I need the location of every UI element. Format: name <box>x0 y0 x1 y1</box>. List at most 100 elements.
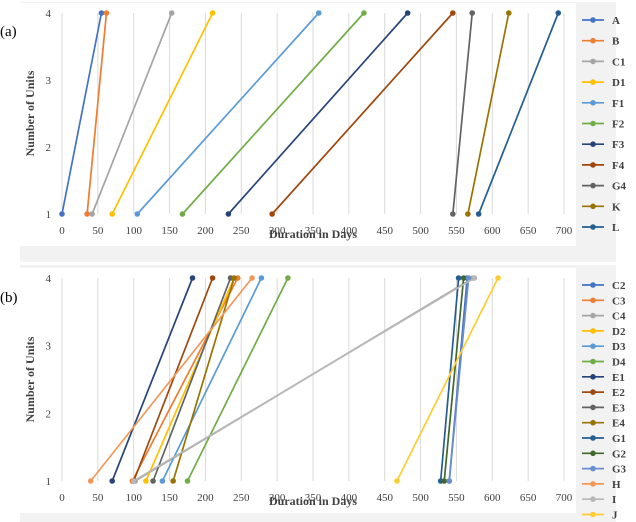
legend-swatch-marker <box>590 389 596 395</box>
series-line <box>161 277 263 482</box>
series-line <box>136 12 320 215</box>
x-tick-label: 600 <box>484 225 501 237</box>
legend-swatch-marker <box>590 496 596 503</box>
y-axis-title: Number of Units <box>23 70 37 156</box>
x-tick-label: 650 <box>520 225 537 237</box>
data-point <box>469 10 476 16</box>
y-tick-label: 2 <box>46 142 52 154</box>
panel-label: (a) <box>0 24 17 40</box>
legend-swatch-marker <box>590 141 596 147</box>
series-F4 <box>269 10 456 217</box>
data-point <box>475 211 482 217</box>
x-tick-label: 50 <box>92 225 104 237</box>
x-tick-label: 100 <box>125 225 142 237</box>
data-point <box>98 10 105 16</box>
x-tick-label: 300 <box>269 225 286 237</box>
legend-label: D2 <box>612 326 626 338</box>
y-tick-label: 3 <box>46 341 52 353</box>
data-point <box>455 275 462 281</box>
legend-label: G4 <box>612 181 627 193</box>
series-C1 <box>89 10 175 217</box>
legend-item: D1 <box>582 77 625 89</box>
data-point <box>150 478 156 484</box>
legend-label: G2 <box>612 448 627 460</box>
legend-swatch-marker <box>590 358 596 365</box>
legend-item: D2 <box>582 326 626 338</box>
series-line <box>172 277 235 482</box>
data-point <box>84 211 90 217</box>
data-point <box>109 478 115 484</box>
x-tick-label: 450 <box>376 225 393 237</box>
series-G2 <box>441 275 467 484</box>
data-point <box>103 10 110 16</box>
legend-label: E2 <box>612 387 625 399</box>
legend-item: C2 <box>582 280 626 292</box>
x-tick-label: 500 <box>412 492 429 504</box>
y-tick-label: 4 <box>46 8 52 20</box>
x-tick-label: 300 <box>269 492 286 504</box>
legend-item: D3 <box>582 341 626 353</box>
x-tick-label: 400 <box>341 492 358 504</box>
legend-label: C2 <box>612 280 626 292</box>
series-line <box>152 277 232 482</box>
data-point <box>87 478 94 484</box>
legend-item: G2 <box>582 448 627 460</box>
legend-swatch-marker <box>590 282 596 288</box>
legend-item: L <box>582 222 619 234</box>
series-line <box>132 277 214 482</box>
series-G3 <box>446 275 472 484</box>
data-point <box>505 10 512 16</box>
legend-swatch-marker <box>590 162 596 168</box>
legend-swatch-marker <box>590 404 596 411</box>
data-point <box>315 10 322 16</box>
x-tick-label: 250 <box>233 492 250 504</box>
series-L <box>475 10 562 217</box>
legend-label: L <box>612 222 619 234</box>
data-point <box>170 478 176 484</box>
panel-label: (b) <box>0 290 18 306</box>
data-point <box>209 10 216 16</box>
data-point <box>269 211 275 217</box>
series-F3 <box>225 10 411 217</box>
series-F1 <box>134 10 322 217</box>
legend-item: G1 <box>582 433 626 445</box>
data-point <box>555 10 562 16</box>
x-tick-label: 350 <box>305 225 322 237</box>
legend-swatch-marker <box>590 58 596 65</box>
series-line <box>271 12 454 215</box>
legend-label: C3 <box>612 295 626 307</box>
legend-swatch-marker <box>590 435 596 441</box>
legend-label: D3 <box>612 341 626 353</box>
legend-swatch-marker <box>590 343 596 350</box>
legend-item: D4 <box>582 357 626 369</box>
legend-swatch-marker <box>590 17 596 23</box>
series-line <box>111 277 194 482</box>
data-point <box>109 211 115 217</box>
legend-swatch-marker <box>590 419 596 426</box>
x-tick-label: 50 <box>92 492 104 504</box>
series-line <box>467 12 510 215</box>
series-line <box>451 12 474 215</box>
legend-label: E1 <box>612 372 625 384</box>
data-point <box>450 211 456 217</box>
series-G4 <box>450 10 476 217</box>
legend-swatch-marker <box>590 465 596 472</box>
x-tick-label: 700 <box>556 225 573 237</box>
data-point <box>168 10 175 16</box>
legend-item: B <box>582 36 620 48</box>
legend-item: G4 <box>582 181 627 193</box>
data-point <box>361 10 367 16</box>
legend-label: D1 <box>612 77 625 89</box>
legend-label: J <box>612 510 618 522</box>
legend-item: J <box>582 510 618 522</box>
series-I <box>130 275 478 484</box>
series-line <box>91 12 173 215</box>
series-line <box>90 277 253 482</box>
data-point <box>495 275 501 281</box>
legend-swatch-marker <box>590 79 596 85</box>
legend-label: F4 <box>612 160 625 172</box>
data-point <box>465 211 471 217</box>
data-point <box>179 211 186 217</box>
legend-swatch-marker <box>590 182 596 189</box>
y-axis-title: Number of Units <box>23 336 37 422</box>
